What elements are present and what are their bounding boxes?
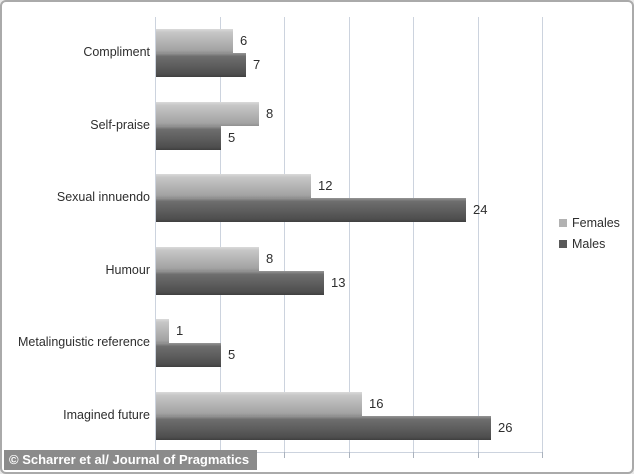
axis-tick-25 (478, 452, 479, 458)
bar-females-humour (156, 247, 259, 271)
bar-females-imagined-future (156, 392, 362, 416)
category-label-humour: Humour (105, 262, 150, 277)
gridline-30 (542, 17, 543, 452)
legend-item-males: Males (559, 237, 620, 251)
value-label-females-metalinguistic-reference: 1 (176, 323, 184, 338)
legend: Females Males (559, 216, 620, 251)
category-label-compliment: Compliment (83, 45, 150, 60)
gridline-5 (220, 17, 221, 452)
bar-males-sexual-innuendo (156, 198, 466, 222)
bar-females-metalinguistic-reference (156, 319, 169, 343)
category-label-metalinguistic-reference: Metalinguistic reference (17, 335, 150, 350)
y-axis-line (155, 17, 156, 452)
gridline-15 (349, 17, 350, 452)
axis-tick-10 (284, 452, 285, 458)
axis-tick-30 (542, 452, 543, 458)
category-label-sexual-innuendo: Sexual innuendo (56, 190, 150, 205)
value-label-males-imagined-future: 26 (498, 420, 513, 435)
value-label-males-compliment: 7 (253, 57, 261, 72)
bar-males-metalinguistic-reference (156, 343, 221, 367)
axis-tick-15 (349, 452, 350, 458)
value-label-males-humour: 13 (331, 275, 346, 290)
legend-item-females: Females (559, 216, 620, 230)
value-label-females-compliment: 6 (240, 33, 248, 48)
value-label-males-sexual-innuendo: 24 (473, 202, 488, 217)
bar-males-compliment (156, 53, 246, 77)
value-label-females-imagined-future: 16 (369, 396, 384, 411)
legend-label-females: Females (572, 216, 620, 230)
gridline-25 (478, 17, 479, 452)
category-label-self-praise: Self-praise (90, 117, 150, 132)
legend-label-males: Males (572, 237, 606, 251)
bar-males-humour (156, 271, 324, 295)
plot-area: 6 7 8 5 12 24 8 13 1 5 16 26 (155, 17, 543, 458)
legend-swatch-females (559, 219, 567, 227)
bar-females-self-praise (156, 102, 259, 126)
value-label-females-self-praise: 8 (266, 106, 274, 121)
attribution-caption: © Scharrer et al/ Journal of Pragmatics (4, 450, 258, 470)
value-label-males-metalinguistic-reference: 5 (228, 347, 236, 362)
legend-swatch-males (559, 240, 567, 248)
category-label-imagined-future: Imagined future (63, 407, 150, 422)
gridline-10 (284, 17, 285, 452)
value-label-females-humour: 8 (266, 251, 274, 266)
gridline-20 (413, 17, 414, 452)
axis-tick-20 (413, 452, 414, 458)
category-axis-labels: Compliment Self-praise Sexual innuendo Humo… (2, 17, 150, 452)
value-label-males-self-praise: 5 (228, 130, 236, 145)
bar-females-compliment (156, 29, 233, 53)
bar-males-self-praise (156, 126, 221, 150)
bar-males-imagined-future (156, 416, 491, 440)
bar-females-sexual-innuendo (156, 174, 311, 198)
value-label-females-sexual-innuendo: 12 (318, 178, 333, 193)
